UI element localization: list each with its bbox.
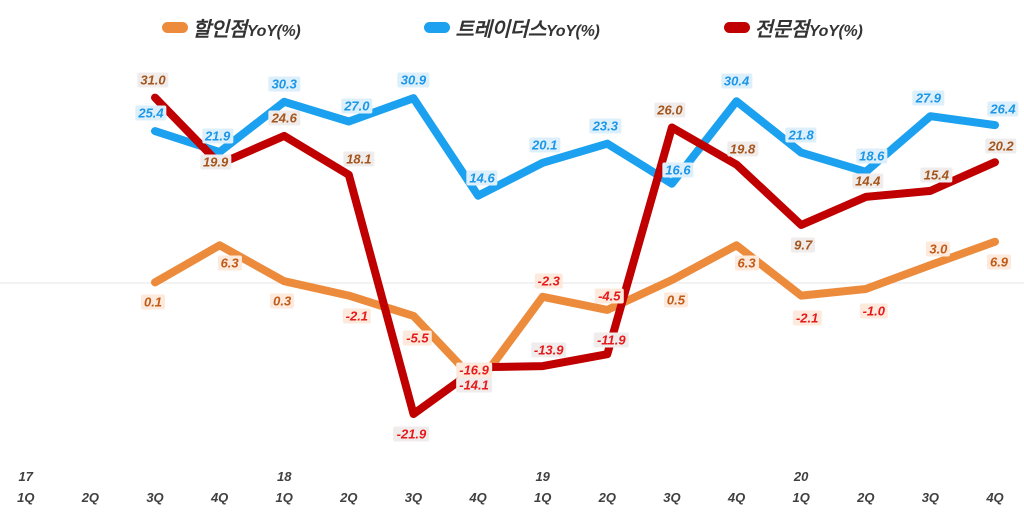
x-axis-year-label: 17 xyxy=(18,469,33,484)
x-axis-quarter-label: 4Q xyxy=(469,490,487,505)
data-label: 14.6 xyxy=(466,170,498,186)
data-label: -2.3 xyxy=(534,273,563,289)
plot-area: 0.1 6.3 0.3 -2.1 -5.5 -16.9 -2.3 -4.5 0.5 6.3 -2.1… xyxy=(0,46,1024,442)
data-label: 19.9 xyxy=(199,154,232,170)
x-axis-quarter-label: 3Q xyxy=(404,490,423,505)
x-axis-tick-2: .3Q xyxy=(146,466,163,508)
series-line-2 xyxy=(151,93,999,418)
data-label: 6.3 xyxy=(217,255,242,271)
x-axis-quarter-label: 2Q xyxy=(81,490,100,505)
x-axis-quarter-label: 1Q xyxy=(792,490,810,505)
data-label: 16.6 xyxy=(662,162,694,178)
data-label: 21.9 xyxy=(201,128,234,144)
data-label: 6.3 xyxy=(734,255,759,271)
x-axis-quarter-label: 4Q xyxy=(210,490,229,505)
data-label: -4.5 xyxy=(595,288,624,304)
x-axis-quarter-label: 3Q xyxy=(921,490,940,505)
x-axis-tick-5: .2Q xyxy=(340,466,357,508)
data-label: -1.0 xyxy=(859,303,888,319)
x-axis-tick-10: .3Q xyxy=(663,466,680,508)
x-axis-year-label: 20 xyxy=(793,469,809,484)
data-label: 18.6 xyxy=(856,148,888,164)
data-label: -11.9 xyxy=(593,332,629,348)
x-axis-tick-14: .3Q xyxy=(922,466,939,508)
x-axis-tick-15: .4Q xyxy=(986,466,1003,508)
legend-item-traders[interactable]: 트레이더스YoY(%) xyxy=(424,13,600,42)
data-label: -14.1 xyxy=(456,377,492,393)
data-label: 30.9 xyxy=(397,72,430,88)
data-label: -13.9 xyxy=(530,342,567,358)
data-label: 31.0 xyxy=(137,72,169,88)
data-label: 0.1 xyxy=(140,294,166,310)
x-axis-quarter-label: 3Q xyxy=(146,490,164,505)
x-axis-quarter-label: 2Q xyxy=(598,490,616,505)
data-label: -2.1 xyxy=(792,310,822,326)
series-line-0 xyxy=(151,237,999,389)
x-axis-tick-3: .4Q xyxy=(211,466,228,508)
x-axis-year-label: 18 xyxy=(276,469,292,484)
legend-swatch-icon-specialty xyxy=(723,21,750,33)
x-axis-tick-4: 18 1Q xyxy=(276,466,293,508)
x-axis-quarter-label: 4Q xyxy=(986,490,1004,505)
legend-swatch-icon-discount xyxy=(161,21,188,33)
legend-label-specialty: 전문점YoY(%) xyxy=(754,18,863,41)
data-label: 9.7 xyxy=(791,237,816,253)
x-axis-tick-1: .2Q xyxy=(82,466,99,508)
x-axis: 171Q.2Q.3Q.4Q181Q.2Q.3Q.4Q191Q.2Q.3Q.4Q2… xyxy=(0,440,1024,527)
data-label: -16.9 xyxy=(456,362,492,378)
data-label: 3.0 xyxy=(926,241,951,257)
series-lines xyxy=(0,93,1024,418)
x-axis-quarter-label: 1Q xyxy=(534,490,552,505)
data-label: 27.9 xyxy=(912,90,945,106)
data-label: 27.0 xyxy=(341,98,373,114)
x-axis-tick-9: .2Q xyxy=(599,466,616,508)
x-axis-quarter-label: 1Q xyxy=(17,490,35,505)
data-label: 30.3 xyxy=(268,76,300,92)
x-axis-tick-6: .3Q xyxy=(405,466,422,508)
data-label: 15.4 xyxy=(920,167,953,183)
data-label: -21.9 xyxy=(393,426,430,442)
data-label: 26.4 xyxy=(987,101,1019,117)
series-line-1 xyxy=(151,94,999,200)
data-label: 19.8 xyxy=(726,141,759,157)
legend-label-discount: 할인점YoY(%) xyxy=(192,18,301,41)
data-label: 26.0 xyxy=(654,102,686,118)
data-label: 21.8 xyxy=(785,127,817,143)
x-axis-tick-7: .4Q xyxy=(469,466,486,508)
data-label: -5.5 xyxy=(403,330,432,346)
data-label: 0.5 xyxy=(663,292,688,308)
x-axis-quarter-label: 2Q xyxy=(340,490,358,505)
x-axis-tick-8: 19 1Q xyxy=(534,466,551,508)
x-axis-tick-13: .2Q xyxy=(857,466,874,508)
x-axis-year-label: 19 xyxy=(535,469,550,484)
x-axis-quarter-label: 1Q xyxy=(275,490,293,505)
x-axis-quarter-label: 4Q xyxy=(727,490,746,505)
data-label: 20.1 xyxy=(529,137,561,153)
data-label: 20.2 xyxy=(985,138,1017,154)
data-label: 14.4 xyxy=(852,173,884,189)
data-label: 6.9 xyxy=(986,254,1012,270)
legend-label-traders: 트레이더스YoY(%) xyxy=(455,18,600,41)
data-label: 0.3 xyxy=(270,293,295,309)
data-label: 18.1 xyxy=(343,151,375,167)
chart-legend: 할인점YoY(%) 트레이더스YoY(%) 전문점YoY(%) xyxy=(0,8,1024,46)
legend-swatch-icon-traders xyxy=(424,21,451,33)
legend-item-discount[interactable]: 할인점YoY(%) xyxy=(161,13,301,42)
x-axis-tick-0: 17 1Q xyxy=(17,466,34,508)
x-axis-tick-11: .4Q xyxy=(728,466,745,508)
data-label: 25.4 xyxy=(135,105,167,121)
x-axis-quarter-label: 3Q xyxy=(663,490,681,505)
x-axis-quarter-label: 2Q xyxy=(857,490,875,505)
data-label: 23.3 xyxy=(589,118,621,134)
data-label: -2.1 xyxy=(342,308,372,324)
x-axis-tick-12: 20 1Q xyxy=(792,466,809,508)
data-label: 24.6 xyxy=(268,110,300,126)
data-label: 30.4 xyxy=(720,73,753,89)
legend-item-specialty[interactable]: 전문점YoY(%) xyxy=(723,13,863,42)
